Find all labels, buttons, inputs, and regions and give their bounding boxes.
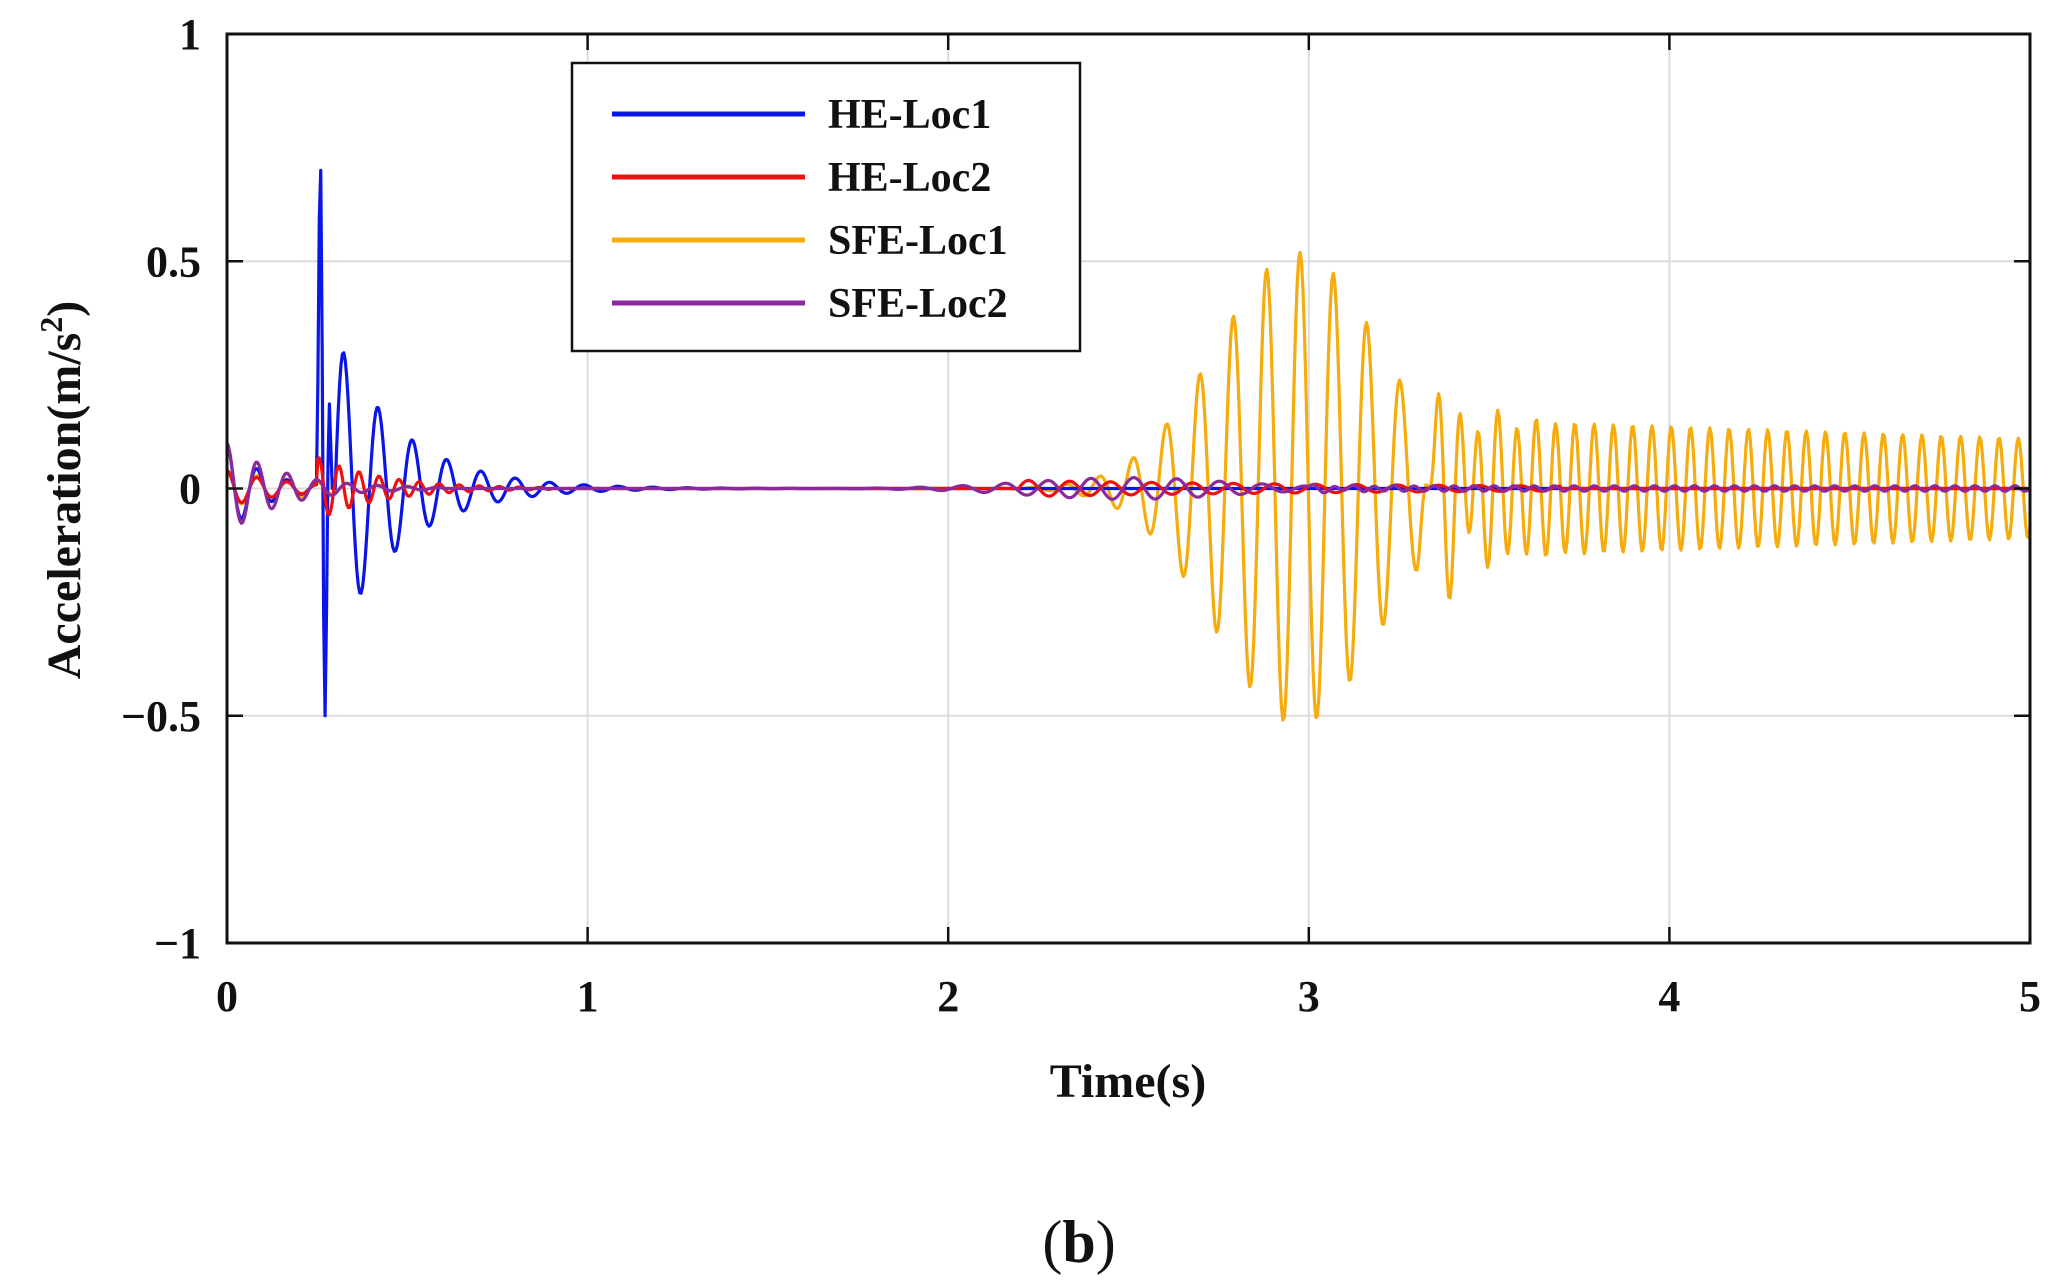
- series-line-sfe-loc2: [225, 442, 2032, 525]
- caption-close-paren: ): [1096, 1209, 1116, 1275]
- y-tick-label-2: 0: [179, 465, 201, 514]
- y-tick-label-0: −1: [154, 919, 201, 968]
- caption-open-paren: (: [1042, 1209, 1062, 1275]
- y-axis-label-superscript: 2: [33, 317, 69, 333]
- x-tick-labels: 0 1 2 3 4 5: [216, 972, 2041, 1021]
- y-axis-label: Acceleration(m/s2): [33, 301, 91, 680]
- series-layer: [225, 168, 2032, 722]
- legend-label-sfe-loc1: SFE-Loc1: [828, 218, 1008, 264]
- y-tick-label-3: 0.5: [146, 237, 201, 286]
- y-tick-labels: −1 −0.5 0 0.5 1: [121, 10, 201, 968]
- x-tick-label-2: 2: [937, 972, 959, 1021]
- x-tick-label-0: 0: [216, 972, 238, 1021]
- x-tick-label-5: 5: [2019, 972, 2041, 1021]
- y-axis-label-main: Acceleration(m/s: [38, 333, 91, 680]
- legend-label-he-loc1: HE-Loc1: [828, 92, 991, 138]
- tick-marks: [225, 32, 2032, 945]
- y-tick-label-1: −0.5: [121, 692, 201, 741]
- x-tick-label-1: 1: [577, 972, 599, 1021]
- y-tick-label-4: 1: [179, 10, 201, 59]
- x-tick-label-3: 3: [1298, 972, 1320, 1021]
- y-axis-label-close: ): [38, 301, 91, 317]
- x-axis-label: Time(s): [1050, 1055, 1206, 1108]
- legend-label-he-loc2: HE-Loc2: [828, 155, 991, 201]
- x-tick-label-4: 4: [1658, 972, 1680, 1021]
- legend: HE-Loc1 HE-Loc2 SFE-Loc1 SFE-Loc2: [570, 61, 1082, 353]
- legend-label-sfe-loc2: SFE-Loc2: [828, 281, 1008, 327]
- caption-letter: b: [1062, 1209, 1095, 1275]
- figure-caption: (b): [1042, 1209, 1115, 1275]
